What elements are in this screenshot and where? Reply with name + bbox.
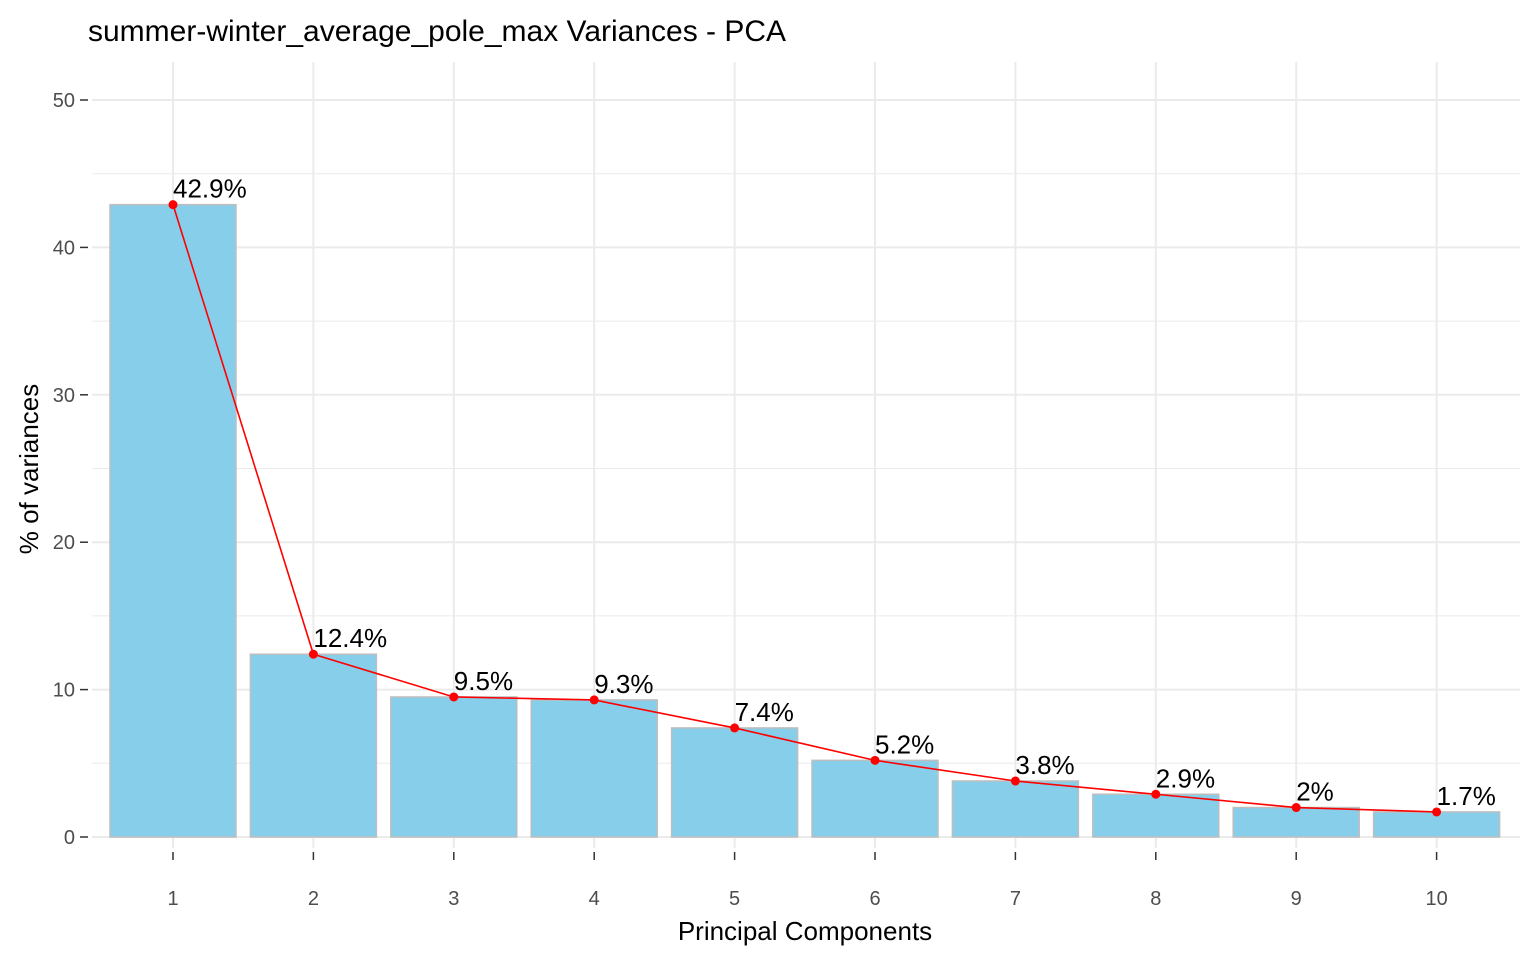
data-label: 3.8% xyxy=(1015,750,1074,780)
variance-point xyxy=(168,200,178,210)
variance-point xyxy=(1291,803,1301,813)
bar xyxy=(390,696,518,838)
x-tick-label: 10 xyxy=(1425,888,1447,910)
bar xyxy=(670,727,799,838)
x-tick-label: 6 xyxy=(869,888,880,910)
data-label: 5.2% xyxy=(875,729,934,759)
x-tick-label: 1 xyxy=(167,888,178,910)
y-tick-label: 0 xyxy=(64,827,75,849)
variance-point xyxy=(308,649,318,659)
data-labels: 42.9% 12.4% 9.5% 9.3% 7.4% 5.2% 3.8% 2.9% 2% 1.7% xyxy=(173,174,1496,811)
data-label: 1.7% xyxy=(1437,781,1496,811)
bar xyxy=(1092,793,1220,838)
x-tick-label: 4 xyxy=(589,888,600,910)
variance-point xyxy=(589,695,599,705)
chart-title: summer-winter_average_pole_max Variances… xyxy=(88,15,786,48)
x-tick-label: 2 xyxy=(308,888,319,910)
data-label: 9.3% xyxy=(594,669,653,699)
bar xyxy=(951,780,1080,838)
x-tick-label: 5 xyxy=(729,888,740,910)
y-axis-title: % of variances xyxy=(14,384,44,555)
data-label: 2% xyxy=(1296,777,1334,807)
y-tick-label: 10 xyxy=(53,680,75,702)
bar xyxy=(249,653,378,838)
data-label: 12.4% xyxy=(313,623,387,653)
variance-point xyxy=(730,723,740,733)
x-axis: 1 2 3 4 5 6 7 8 9 10 xyxy=(167,852,1448,910)
data-label: 7.4% xyxy=(735,697,794,727)
bar xyxy=(530,699,658,838)
variance-line xyxy=(172,204,1437,813)
x-tick-label: 3 xyxy=(448,888,459,910)
variance-point xyxy=(1432,807,1442,817)
x-axis-title: Principal Components xyxy=(678,916,932,946)
y-tick-label: 40 xyxy=(53,237,75,259)
variance-points xyxy=(168,200,1442,817)
y-tick-label: 50 xyxy=(53,90,75,112)
bars xyxy=(109,203,1501,838)
data-label: 2.9% xyxy=(1156,763,1215,793)
variance-point xyxy=(870,755,880,765)
y-axis: 0 10 20 30 40 50 xyxy=(53,90,88,849)
variance-point xyxy=(449,692,459,702)
data-label: 9.5% xyxy=(454,666,513,696)
variance-line-path xyxy=(172,204,1437,813)
y-tick-label: 20 xyxy=(53,532,75,554)
bar xyxy=(109,203,237,838)
variance-point xyxy=(1151,789,1161,799)
variance-point xyxy=(1010,776,1020,786)
x-tick-label: 7 xyxy=(1010,888,1021,910)
x-tick-label: 8 xyxy=(1150,888,1161,910)
x-tick-label: 9 xyxy=(1291,888,1302,910)
y-tick-label: 30 xyxy=(53,385,75,407)
data-label: 42.9% xyxy=(173,174,247,204)
bar xyxy=(811,759,939,838)
